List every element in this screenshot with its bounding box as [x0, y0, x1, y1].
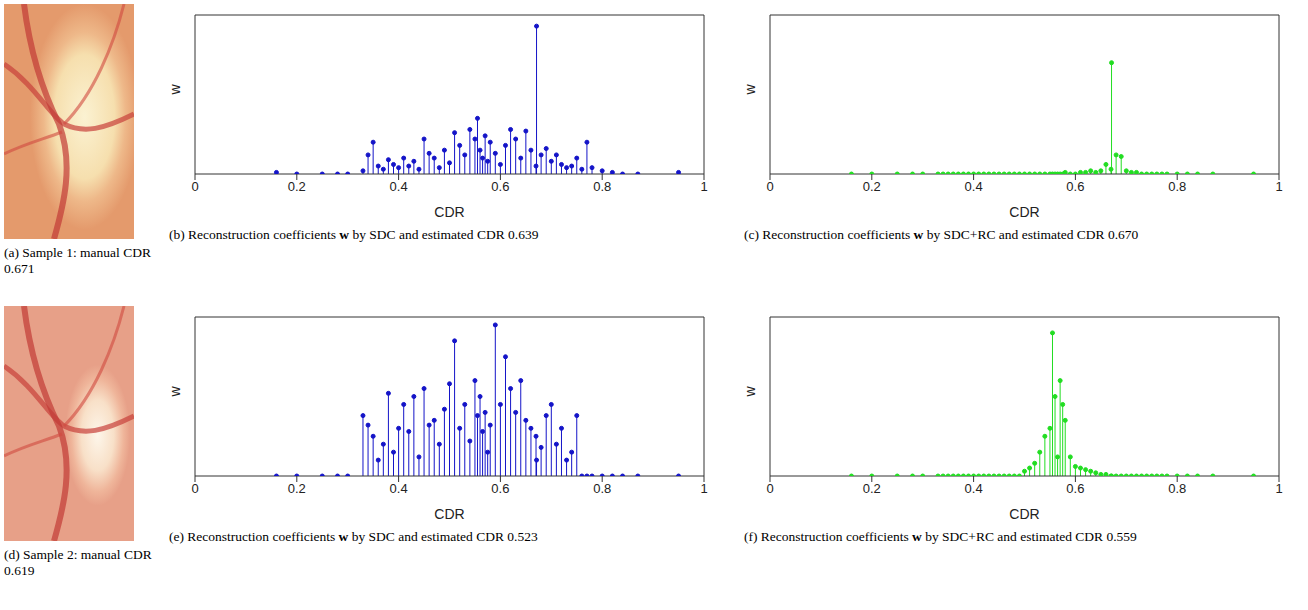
html-text:(c) Reconstruction coefficient: (c) Reconstruction coefficients w by SDC…	[744, 227, 1139, 242]
svg-text:0.6: 0.6	[491, 481, 509, 496]
svg-text:1: 1	[700, 179, 707, 194]
svg-text:1: 1	[1275, 179, 1282, 194]
svg-text:0.2: 0.2	[863, 481, 881, 496]
svg-text:0: 0	[191, 179, 198, 194]
html-text:(a) Sample 1: manual CDR 0.671: (a) Sample 1: manual CDR 0.671	[4, 245, 151, 276]
svg-text:0.6: 0.6	[1066, 179, 1084, 194]
html-text:(e) Reconstruction coefficient: (e) Reconstruction coefficients w by SDC…	[169, 529, 538, 544]
svg-text:w: w	[742, 386, 758, 398]
svg-text:0: 0	[766, 179, 773, 194]
html-text:(d) Sample 2: manual CDR 0.619: (d) Sample 2: manual CDR 0.619	[4, 547, 152, 578]
svg-text:1: 1	[700, 481, 707, 496]
svg-text:CDR: CDR	[1009, 506, 1039, 521]
html-text:(b) Reconstruction coefficient: (b) Reconstruction coefficients w by SDC…	[169, 227, 539, 242]
svg-text:CDR: CDR	[1009, 204, 1039, 219]
svg-text:0.4: 0.4	[390, 179, 408, 194]
svg-text:0.8: 0.8	[593, 179, 611, 194]
svg-text:CDR: CDR	[434, 506, 464, 521]
svg-text:1: 1	[1275, 481, 1282, 496]
svg-text:0.4: 0.4	[965, 481, 983, 496]
svg-text:0.2: 0.2	[288, 179, 306, 194]
svg-text:0: 0	[766, 481, 773, 496]
html-text:(f) Reconstruction coefficient: (f) Reconstruction coefficients w by SDC…	[744, 529, 1137, 544]
svg-text:0.4: 0.4	[390, 481, 408, 496]
svg-text:0.4: 0.4	[965, 179, 983, 194]
svg-text:0.2: 0.2	[288, 481, 306, 496]
svg-text:0: 0	[191, 481, 198, 496]
svg-text:0.8: 0.8	[593, 481, 611, 496]
svg-text:w: w	[167, 386, 183, 398]
svg-text:w: w	[167, 84, 183, 96]
svg-text:0.8: 0.8	[1168, 179, 1186, 194]
svg-text:CDR: CDR	[434, 204, 464, 219]
svg-text:0.6: 0.6	[491, 179, 509, 194]
svg-text:0.2: 0.2	[863, 179, 881, 194]
svg-text:0.8: 0.8	[1168, 481, 1186, 496]
svg-text:0.6: 0.6	[1066, 481, 1084, 496]
svg-text:w: w	[742, 84, 758, 96]
